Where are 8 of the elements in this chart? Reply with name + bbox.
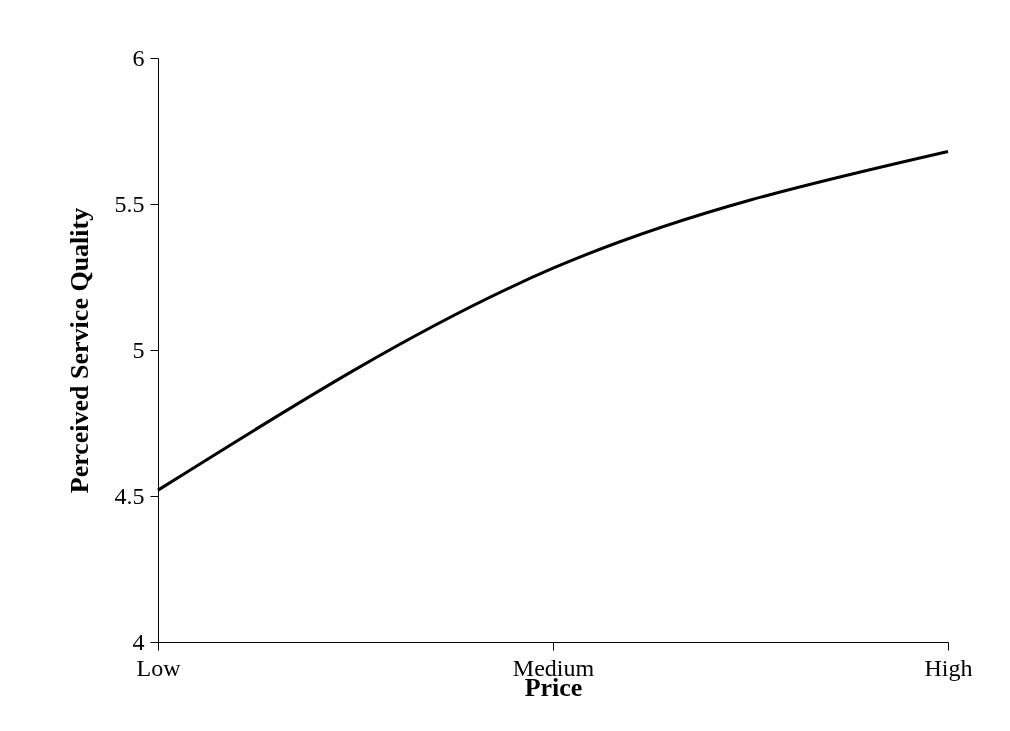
x-tick-label: High [924,654,973,681]
y-tick-label: 5.5 [114,190,145,217]
y-tick-label: 4.5 [114,482,145,509]
x-tick-label: Low [136,654,182,681]
y-tick-label: 6 [132,44,145,71]
y-tick-label: 4 [132,628,145,655]
y-tick-label: 5 [132,336,145,363]
y-axis-title: Perceived Service Quality [64,207,94,494]
